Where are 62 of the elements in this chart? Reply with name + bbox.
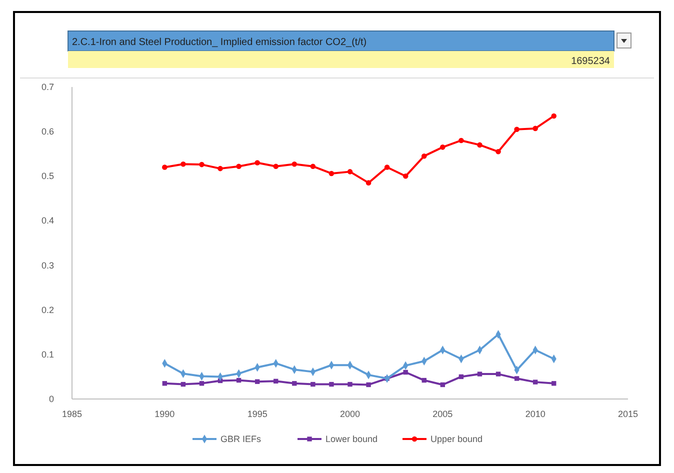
y-tick-label: 0	[48, 394, 54, 404]
point	[292, 161, 298, 167]
point	[532, 126, 538, 132]
point	[403, 370, 408, 375]
legend-label: Upper bound	[430, 434, 483, 444]
y-tick-label: 0.7	[41, 82, 54, 92]
point	[328, 170, 334, 176]
point	[384, 164, 390, 170]
point	[477, 372, 482, 376]
point	[254, 160, 260, 166]
point	[162, 164, 168, 170]
point	[273, 164, 279, 169]
point	[422, 378, 426, 383]
point	[532, 380, 538, 384]
point	[236, 164, 242, 169]
point	[366, 180, 372, 186]
point	[402, 174, 408, 179]
point	[348, 382, 352, 387]
point	[162, 381, 168, 386]
point	[274, 378, 278, 384]
point	[218, 166, 223, 172]
point	[347, 169, 353, 174]
chart-subtitle: 1695234	[571, 56, 610, 67]
x-tick-label: 1995	[247, 409, 268, 419]
y-tick-label: 0.2	[41, 304, 54, 315]
y-tick-label: 0.5	[41, 171, 54, 182]
point	[551, 113, 557, 119]
point	[180, 161, 186, 167]
y-tick-label: 0.4	[41, 216, 54, 226]
point	[310, 164, 316, 169]
point	[310, 382, 316, 387]
point	[496, 148, 501, 154]
y-tick-label: 0.6	[41, 126, 54, 137]
point	[514, 376, 520, 381]
point	[477, 142, 482, 148]
point	[496, 372, 501, 376]
legend-label: GBR IEFs	[220, 434, 262, 444]
x-tick-label: 2015	[618, 409, 638, 419]
point	[292, 381, 297, 386]
point	[329, 382, 334, 387]
legend-label: Lower bound	[326, 434, 378, 444]
point	[552, 381, 556, 386]
x-tick-label: 2000	[340, 409, 360, 419]
point	[440, 144, 446, 150]
point	[440, 382, 446, 388]
point	[199, 381, 204, 386]
point	[180, 382, 186, 387]
x-tick-label: 2005	[432, 409, 453, 419]
point	[236, 378, 242, 383]
point	[458, 138, 464, 144]
x-tick-label: 2010	[525, 409, 546, 419]
point	[366, 382, 371, 388]
point	[514, 126, 520, 132]
x-tick-label: 1990	[154, 409, 175, 419]
y-tick-label: 0.1	[41, 349, 54, 360]
point	[199, 162, 204, 168]
point	[458, 374, 464, 380]
x-tick-label: 1985	[62, 409, 82, 419]
point	[421, 153, 427, 159]
y-tick-label: 0.3	[41, 260, 54, 270]
chart-title: 2.C.1-Iron and Steel Production_ Implied emission factor CO2_(t/t)	[72, 37, 367, 48]
point	[254, 379, 260, 384]
